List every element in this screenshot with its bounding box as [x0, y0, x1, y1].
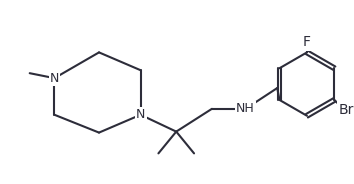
Text: F: F: [303, 36, 311, 49]
Text: N: N: [50, 72, 59, 85]
Text: Br: Br: [338, 103, 354, 117]
Text: NH: NH: [236, 102, 255, 115]
Text: N: N: [136, 108, 145, 121]
